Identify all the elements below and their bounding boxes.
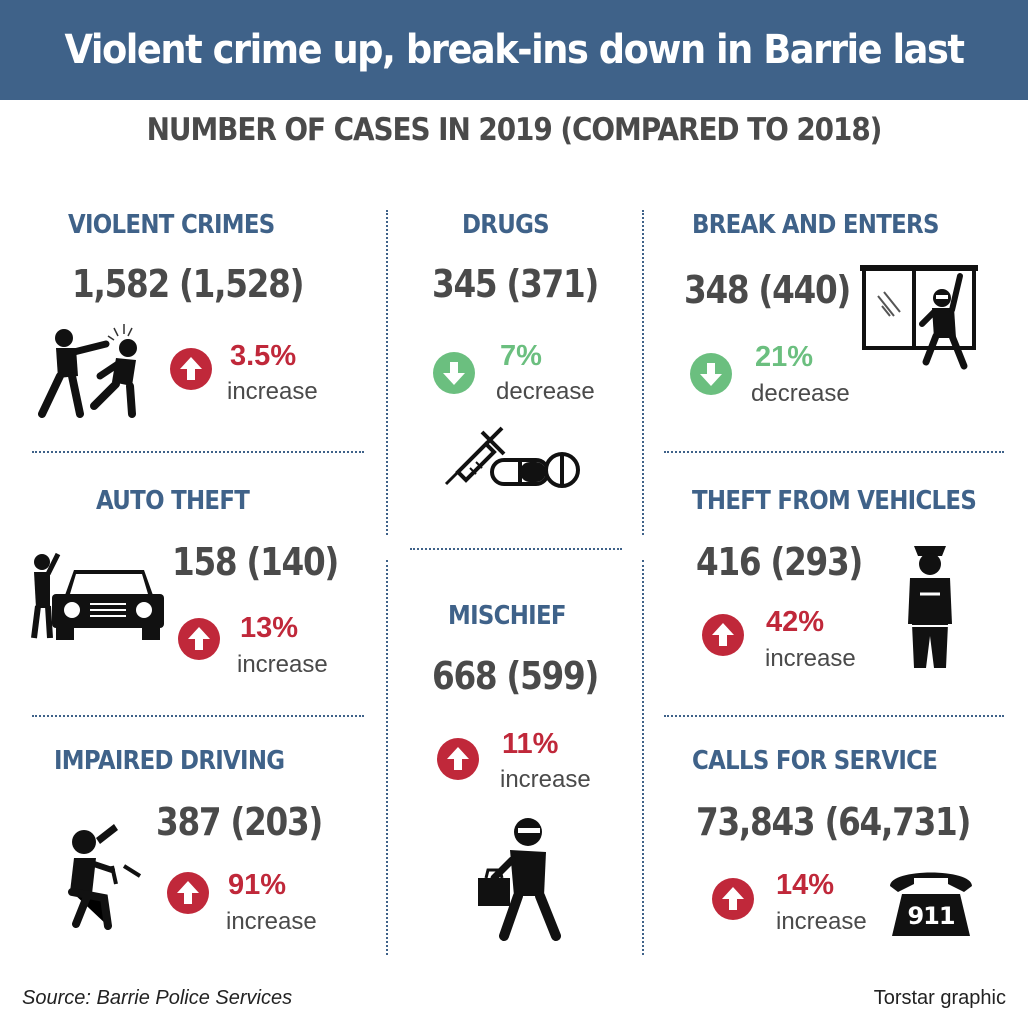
case-numbers: 1,582 (1,528) bbox=[72, 262, 305, 306]
divider-mid bbox=[410, 548, 622, 550]
case-numbers: 348 (440) bbox=[684, 268, 851, 312]
change-label: increase bbox=[500, 766, 591, 793]
divider-vertical-left-top bbox=[386, 210, 388, 535]
increase-arrow-icon bbox=[437, 738, 479, 780]
change-label: increase bbox=[237, 651, 328, 678]
decrease-arrow-icon bbox=[690, 353, 732, 395]
change-label: increase bbox=[765, 645, 856, 672]
decrease-arrow-icon bbox=[433, 352, 475, 394]
thief-bag-icon bbox=[478, 818, 561, 941]
category-label: AUTO THEFT bbox=[96, 486, 250, 516]
case-numbers: 345 (371) bbox=[432, 262, 599, 306]
telephone-911-icon: 911 bbox=[886, 860, 976, 940]
increase-arrow-icon bbox=[170, 348, 212, 390]
change-label: decrease bbox=[751, 380, 850, 407]
page-title: Violent crime up, break-ins down in Barr… bbox=[64, 27, 965, 173]
case-numbers: 416 (293) bbox=[696, 540, 863, 584]
category-label: VIOLENT CRIMES bbox=[68, 210, 275, 240]
divider-vertical-right-top bbox=[642, 210, 644, 535]
change-label: increase bbox=[227, 378, 318, 405]
increase-arrow-icon bbox=[167, 872, 209, 914]
increase-arrow-icon bbox=[178, 618, 220, 660]
increase-arrow-icon bbox=[712, 878, 754, 920]
percent-change: 7% bbox=[500, 340, 542, 372]
percent-change: 21% bbox=[755, 341, 814, 373]
change-label: increase bbox=[226, 908, 317, 935]
percent-change: 42% bbox=[766, 606, 825, 638]
percent-change: 14% bbox=[776, 869, 835, 901]
change-label: increase bbox=[776, 908, 867, 935]
change-label: decrease bbox=[496, 378, 595, 405]
category-label: DRUGS bbox=[462, 210, 550, 240]
subtitle: NUMBER OF CASES IN 2019 (COMPARED TO 201… bbox=[146, 112, 883, 148]
phone-dial-label: 911 bbox=[907, 902, 955, 930]
divider-left-2 bbox=[32, 715, 364, 717]
case-numbers: 158 (140) bbox=[172, 540, 339, 584]
drunk-driver-icon bbox=[68, 824, 142, 930]
case-numbers: 73,843 (64,731) bbox=[696, 800, 971, 844]
percent-change: 91% bbox=[228, 869, 287, 901]
credit-note: Torstar graphic bbox=[873, 987, 1006, 1009]
category-label: THEFT FROM VEHICLES bbox=[692, 486, 977, 516]
divider-left-1 bbox=[32, 451, 364, 453]
fight-icon bbox=[38, 324, 137, 418]
car-thief-icon bbox=[31, 552, 164, 640]
percent-change: 11% bbox=[502, 728, 559, 760]
category-label: BREAK AND ENTERS bbox=[692, 210, 939, 240]
case-numbers: 668 (599) bbox=[432, 654, 599, 698]
divider-right-1 bbox=[664, 451, 1004, 453]
percent-change: 13% bbox=[240, 612, 299, 644]
case-numbers: 387 (203) bbox=[156, 800, 323, 844]
category-label: IMPAIRED DRIVING bbox=[54, 746, 285, 776]
divider-vertical-left-bottom bbox=[386, 560, 388, 955]
percent-change: 3.5% bbox=[230, 340, 297, 372]
burglar-window-icon bbox=[860, 265, 978, 370]
category-label: MISCHIEF bbox=[448, 601, 567, 631]
category-label: CALLS FOR SERVICE bbox=[692, 746, 938, 776]
increase-arrow-icon bbox=[702, 614, 744, 656]
police-officer-icon bbox=[908, 546, 952, 668]
title-banner: Violent crime up, break-ins down in Barr… bbox=[0, 0, 1028, 173]
divider-right-2 bbox=[664, 715, 1004, 717]
source-note: Source: Barrie Police Services bbox=[22, 987, 293, 1009]
divider-vertical-right-bottom bbox=[642, 560, 644, 955]
syringe-pill-icon bbox=[444, 426, 580, 488]
